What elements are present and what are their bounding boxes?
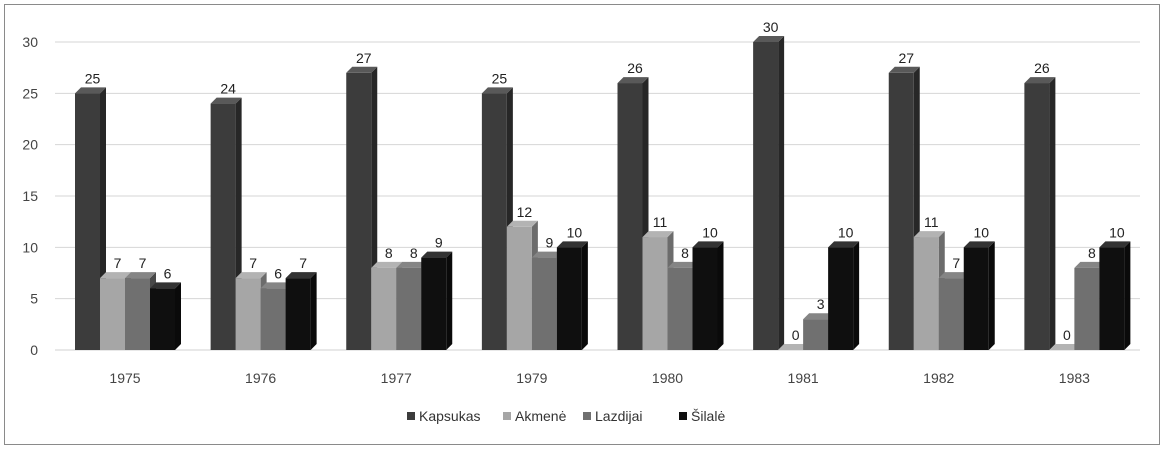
data-label: 6 (164, 265, 172, 281)
data-label: 6 (274, 265, 282, 281)
data-label: 10 (838, 224, 854, 240)
data-label: 11 (653, 214, 668, 230)
data-label: 7 (139, 255, 147, 271)
data-label: 24 (220, 81, 236, 97)
data-label: 10 (567, 224, 583, 240)
data-label: 25 (492, 70, 508, 86)
bar-šilalė-1981 (828, 241, 860, 350)
data-label: 12 (517, 204, 533, 220)
data-label: 10 (1109, 224, 1125, 240)
bar-šilalė-1976 (285, 272, 317, 350)
x-tick-label: 1977 (381, 370, 412, 386)
bar-kapsukas-1983 (1024, 77, 1056, 351)
data-labels: 25 7 7 6 24 7 6 7 27 8 8 9 25 12 9 10 26 11 8 10 30 0 3 10 27 11 7… (85, 19, 1125, 343)
data-label: 25 (85, 70, 101, 86)
bar-kapsukas-1981 (753, 36, 785, 350)
data-label: 7 (952, 255, 960, 271)
legend-swatch (679, 412, 687, 420)
bar-šilalė-1977 (421, 251, 453, 350)
x-tick-label: 1975 (109, 370, 140, 386)
bar-šilalė-1975 (150, 282, 181, 350)
bar-šilalė-1983 (1099, 241, 1131, 350)
data-label: 9 (545, 235, 553, 251)
data-label: 8 (681, 245, 689, 261)
bars (75, 36, 1131, 351)
legend-swatch (503, 412, 511, 420)
legend-label: Kapsukas (419, 408, 480, 424)
data-label: 10 (702, 224, 718, 240)
x-tick-label: 1980 (652, 370, 683, 386)
data-label: 7 (114, 255, 122, 271)
data-label: 26 (1034, 60, 1050, 76)
data-label: 0 (792, 327, 800, 343)
bar-šilalė-1980 (692, 241, 724, 350)
bar-šilalė-1979 (556, 241, 588, 350)
legend-swatch (583, 412, 591, 420)
legend: Kapsukas Akmenė Lazdijai Šilalė (407, 408, 725, 424)
bar-šilalė-1982 (963, 241, 995, 350)
data-label: 9 (435, 235, 443, 251)
data-label: 8 (410, 245, 418, 261)
bar-akmenė-1981 (778, 344, 810, 350)
x-tick-label: 1981 (788, 370, 819, 386)
x-tick-label: 1983 (1059, 370, 1090, 386)
data-label: 8 (385, 245, 393, 261)
y-tick-label: 0 (30, 342, 38, 358)
y-tick-label: 5 (30, 291, 38, 307)
y-tick-label: 20 (22, 137, 38, 153)
legend-item-akmenė: Akmenė (503, 408, 567, 424)
y-tick-label: 10 (22, 239, 38, 255)
x-tick-label: 1976 (245, 370, 276, 386)
legend-item-lazdijai: Lazdijai (583, 408, 642, 424)
data-label: 7 (249, 255, 257, 271)
x-tick-label: 1982 (923, 370, 954, 386)
data-label: 11 (924, 214, 939, 230)
chart-frame (4, 4, 1160, 445)
data-label: 0 (1063, 327, 1071, 343)
legend-label: Lazdijai (595, 408, 642, 424)
data-label: 26 (627, 60, 643, 76)
data-label: 10 (973, 224, 989, 240)
bar-akmenė-1983 (1049, 344, 1081, 350)
bar-akmenė-1982 (913, 231, 945, 350)
legend-item-šilalė: Šilalė (679, 408, 725, 424)
legend-swatch (407, 412, 415, 420)
data-label: 8 (1088, 245, 1096, 261)
data-label: 27 (898, 50, 914, 66)
y-tick-label: 25 (22, 85, 38, 101)
x-tick-label: 1979 (516, 370, 547, 386)
x-axis-ticks: 1975 1976 1977 1979 1980 1981 1982 1983 (109, 370, 1090, 386)
y-axis-ticks: 0 5 10 15 20 25 30 (22, 34, 38, 358)
y-tick-label: 30 (22, 34, 38, 50)
bar-lazdijai-1983 (1074, 261, 1106, 350)
y-tick-label: 15 (22, 188, 38, 204)
data-label: 7 (299, 255, 307, 271)
legend-label: Akmenė (515, 408, 567, 424)
data-label: 3 (817, 296, 825, 312)
legend-label: Šilalė (691, 408, 725, 424)
legend-item-kapsukas: Kapsukas (407, 408, 480, 424)
data-label: 27 (356, 50, 372, 66)
data-label: 30 (763, 19, 779, 35)
